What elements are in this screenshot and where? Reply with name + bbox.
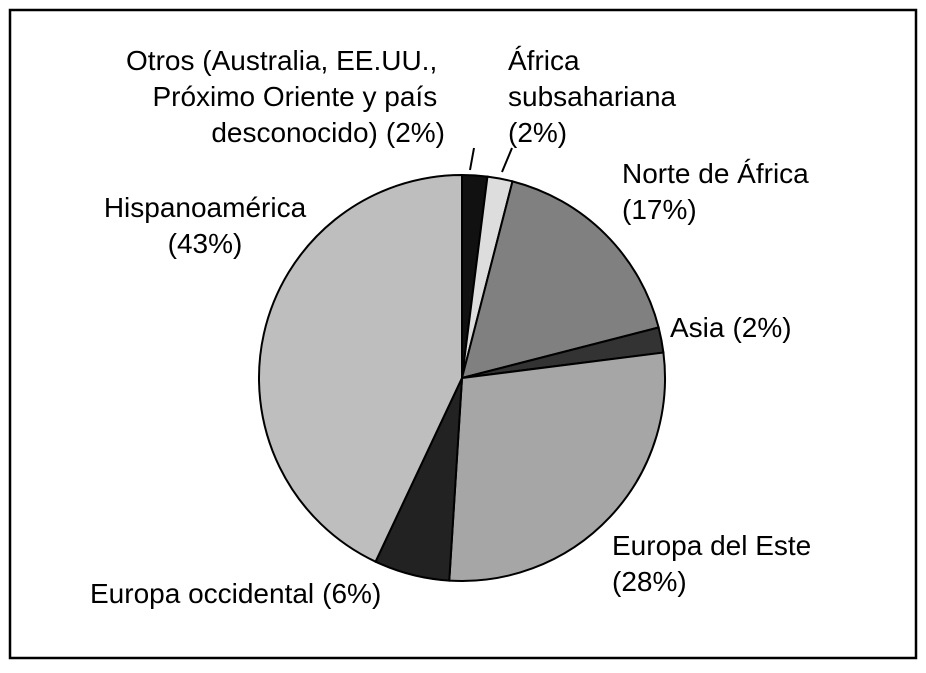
slice-label: Europa occidental <box>90 578 314 609</box>
value-label: (17%) <box>622 194 697 225</box>
slice-label: Asia <box>670 312 725 343</box>
leader-line <box>501 147 513 173</box>
slice-label: Otros (Australia, EE.UU., Próximo Orient… <box>126 45 445 148</box>
value-label: (28%) <box>612 566 687 597</box>
value-label: (6%) <box>322 578 381 609</box>
pie-slice <box>460 180 660 380</box>
leader-line <box>469 147 475 171</box>
value-label: (2%) <box>386 117 445 148</box>
pie-slice <box>258 173 463 564</box>
slice-label: Europa del Este <box>612 530 811 561</box>
slice-label: Norte de África <box>622 158 809 189</box>
value-label: (2%) <box>732 312 791 343</box>
value-label: (43%) <box>168 228 243 259</box>
slice-label: África subsahariana <box>508 45 677 112</box>
value-label: (2%) <box>508 117 567 148</box>
pie-slice <box>448 351 666 582</box>
slice-label: Hispanoamérica <box>104 192 307 223</box>
